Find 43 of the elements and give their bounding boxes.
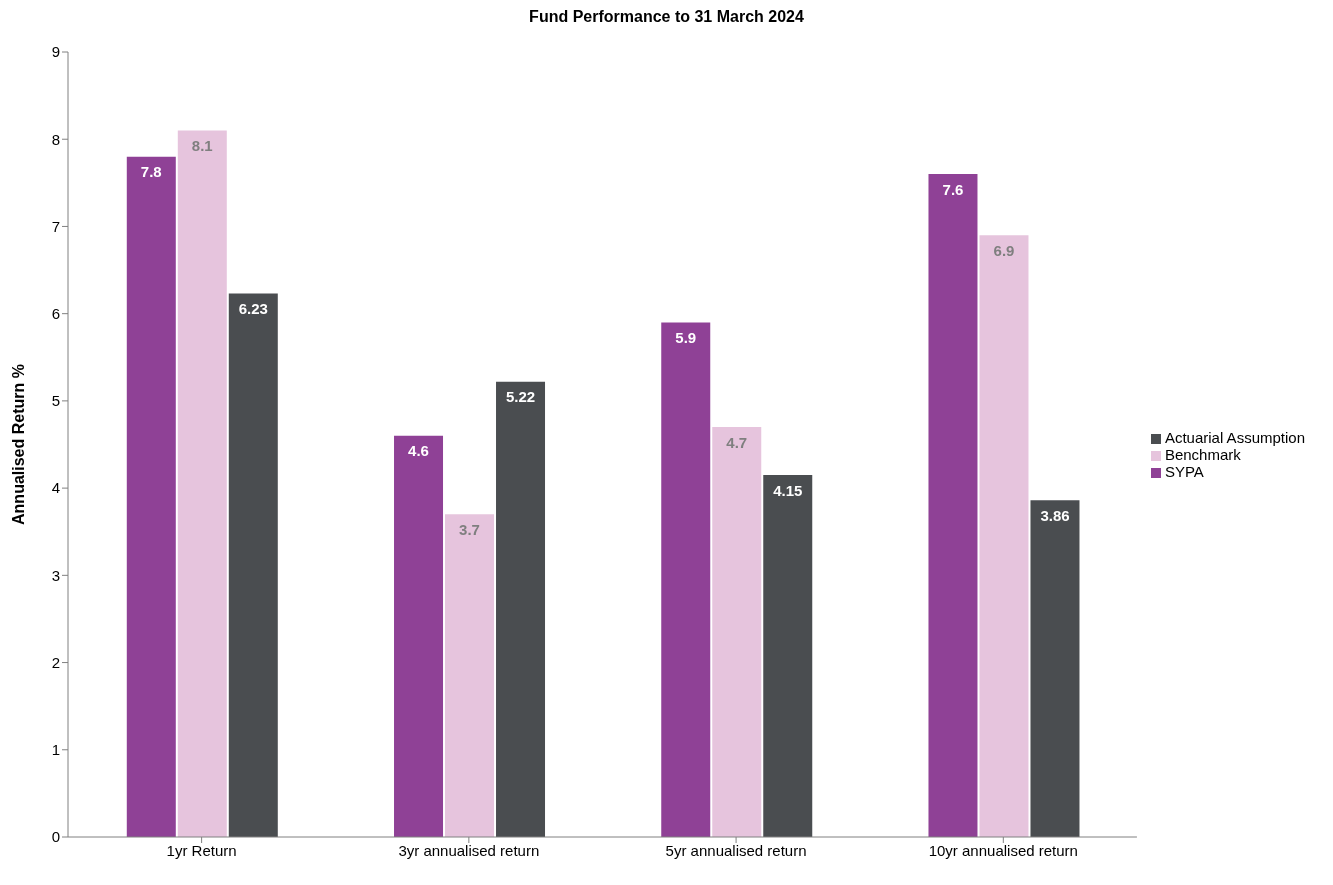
bar — [763, 475, 813, 837]
data-label: 6.23 — [238, 300, 268, 318]
y-tick-label: 4 — [51, 479, 60, 497]
data-label: 3.86 — [1040, 506, 1070, 524]
y-axis-title: Annualised Return % — [9, 364, 27, 525]
data-label: 5.22 — [505, 388, 536, 406]
legend-label: Actuarial Assumption — [1164, 429, 1305, 446]
bar — [1030, 500, 1080, 837]
y-tick-label: 8 — [51, 130, 60, 148]
bar — [979, 235, 1029, 837]
bar — [496, 381, 546, 837]
x-tick-label: 3yr annualised return — [398, 841, 540, 859]
bar — [712, 427, 762, 837]
x-tick-label: 1yr Return — [166, 841, 237, 859]
data-label: 4.7 — [726, 433, 748, 451]
data-label: 7.8 — [140, 163, 162, 181]
y-tick-label: 2 — [51, 653, 60, 671]
bar — [126, 156, 176, 837]
y-tick-label: 1 — [51, 741, 60, 759]
data-label: 3.7 — [459, 520, 480, 538]
data-label: 8.1 — [191, 137, 213, 155]
y-tick-label: 7 — [51, 217, 60, 235]
y-tick-label: 6 — [51, 304, 60, 322]
bar — [445, 514, 495, 837]
legend-label: SYPA — [1164, 463, 1204, 480]
y-tick-label: 9 — [51, 43, 60, 61]
x-tick-label: 10yr annualised return — [928, 841, 1078, 859]
data-label: 7.6 — [942, 180, 964, 198]
x-tick-label: 5yr annualised return — [665, 841, 807, 859]
data-label: 4.6 — [408, 442, 429, 460]
data-label: 6.9 — [993, 241, 1015, 259]
y-tick-label: 5 — [51, 392, 60, 410]
legend-label: Benchmark — [1164, 446, 1241, 463]
y-tick-label: 3 — [51, 566, 60, 584]
data-label: 5.9 — [675, 329, 697, 347]
bar — [661, 322, 711, 837]
y-tick-label: 0 — [51, 828, 60, 846]
bar — [228, 293, 278, 837]
chart-title: Fund Performance to 31 March 2024 — [528, 8, 805, 27]
data-label: 4.15 — [773, 481, 803, 499]
bar — [177, 130, 227, 837]
bar — [928, 174, 978, 837]
bar — [394, 435, 444, 837]
